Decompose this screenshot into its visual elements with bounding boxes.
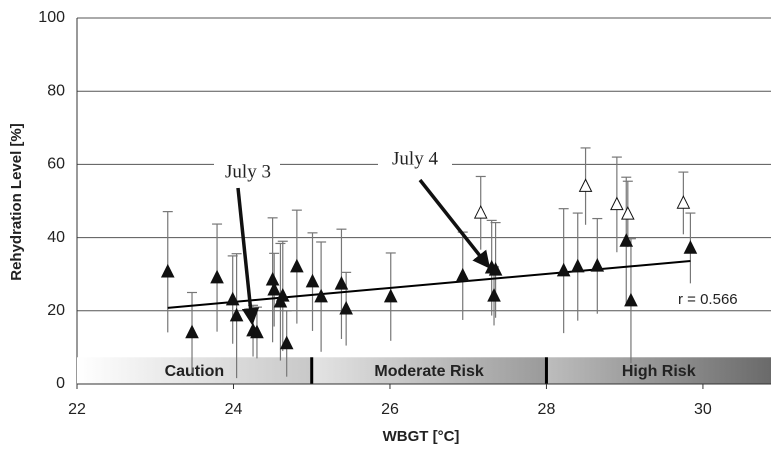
y-axis-label: Rehydration Level [%] [8,123,25,281]
data-point [267,281,281,296]
y-tick-label: 80 [47,82,65,99]
data-point [334,275,349,290]
band-label: Moderate Risk [374,363,483,380]
data-point [556,262,571,277]
data-point [229,307,244,322]
risk-band [311,357,547,384]
annotation: July 4 [392,148,438,169]
band-label: High Risk [622,363,696,380]
data-point [624,292,638,307]
annotation-arrow [418,178,491,269]
x-tick-label: 22 [68,401,86,418]
x-tick-label: 28 [538,401,556,418]
data-point [473,204,488,219]
data-point [225,291,240,306]
data-point [621,206,635,220]
y-tick-label: 60 [47,156,65,173]
data-point [570,258,585,273]
data-point [339,300,353,315]
trendline [167,260,691,309]
y-tick-label: 20 [47,302,65,319]
data-point [455,267,470,282]
annotation-bg [214,160,280,186]
annotation-arrow [236,187,260,326]
data-point [185,324,199,339]
x-tick-label: 24 [225,401,243,418]
x-tick-label: 26 [381,401,399,418]
data-point [676,195,691,209]
data-point [290,258,304,273]
data-point [210,269,224,284]
y-tick-label: 40 [47,229,65,246]
data-point [160,263,175,278]
x-tick-label: 30 [694,401,712,418]
data-point [488,262,503,276]
data-point [487,288,501,302]
data-point [578,178,593,192]
data-point [305,273,320,288]
data-point [265,271,280,286]
data-point [383,288,398,303]
data-point [275,288,290,302]
band-label: Caution [165,363,225,380]
x-axis-label: WBGT [°C] [383,428,460,445]
data-point [279,335,294,350]
trendline-label: r = 0.566 [678,291,738,308]
annotation: July 3 [225,161,271,182]
data-point [250,324,264,339]
data-point [683,240,698,254]
risk-band [546,357,771,384]
data-point [610,196,624,211]
data-point [314,288,328,303]
annotation-bg [378,147,452,173]
risk-band [77,357,312,384]
y-tick-label: 100 [38,9,65,26]
y-tick-label: 0 [56,375,65,392]
data-point [590,258,605,272]
data-point [619,233,634,247]
